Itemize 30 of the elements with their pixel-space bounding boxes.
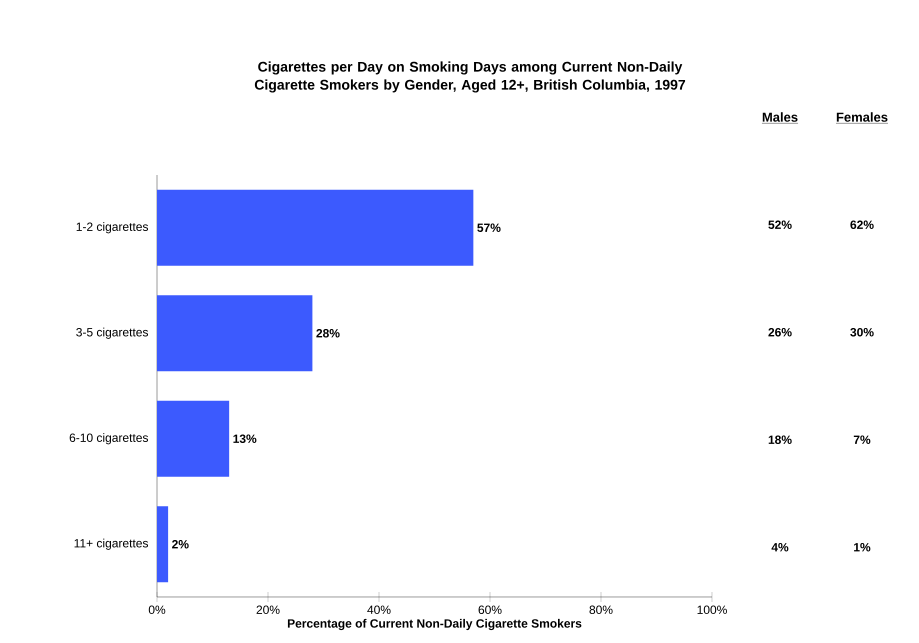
x-tick-label: 40% — [367, 606, 391, 614]
x-tick-label: 0% — [148, 606, 166, 614]
y-tick-label: 1-2 cigarettes — [76, 222, 148, 234]
bar — [157, 400, 230, 477]
y-tick-label: 11+ cigarettes — [74, 538, 148, 550]
data-label: 13% — [233, 434, 256, 444]
text: 4% — [772, 543, 788, 552]
text: 62% — [850, 220, 874, 229]
text: 1% — [854, 543, 870, 552]
data-label: 28% — [316, 329, 340, 338]
text: 18% — [768, 435, 792, 444]
chart-title: Cigarettes per Day on Smoking Days among Current Non-Daily Cigarette Smokers by Gender, Aged 12+, British Columbia, 1997 — [254, 61, 686, 93]
text: 52% — [768, 220, 792, 229]
y-tick-label: 6-10 cigarettes — [70, 433, 148, 444]
data-label: 2% — [172, 540, 189, 548]
x-tick-label: 20% — [256, 606, 280, 614]
bar — [157, 190, 474, 266]
text: 7% — [854, 436, 870, 444]
x-tick-label: 60% — [478, 606, 502, 614]
x-axis-title: Percentage of Current Non-Daily Cigarette Smokers — [288, 618, 582, 630]
text: 26% — [768, 328, 792, 336]
bar — [157, 506, 168, 582]
text: Females — [836, 112, 888, 122]
text: Males — [762, 112, 798, 122]
data-label: 57% — [477, 224, 501, 232]
y-tick-label: 3-5 cigarettes — [76, 328, 148, 339]
text: 30% — [850, 328, 874, 337]
x-tick-label: 80% — [590, 606, 613, 614]
x-tick-label: 100% — [698, 606, 727, 614]
bar — [157, 295, 312, 372]
